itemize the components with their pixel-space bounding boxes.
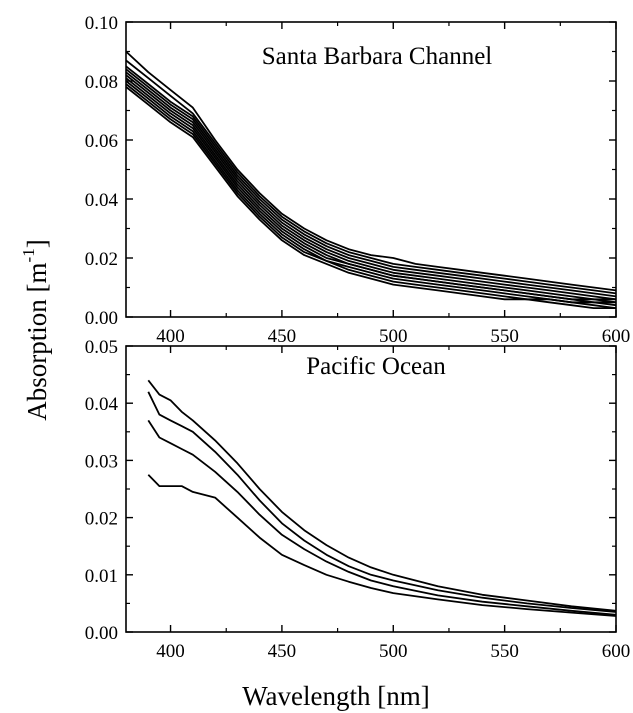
y-tick-label: 0.00 — [85, 308, 118, 329]
x-tick-label: 400 — [156, 326, 185, 347]
y-tick-label: 0.00 — [85, 623, 118, 644]
series-line — [126, 68, 616, 301]
y-tick-label: 0.02 — [85, 509, 118, 530]
x-tick-label: 500 — [379, 326, 408, 347]
y-axis-title-main: Absorption [m — [22, 262, 52, 420]
series-line — [126, 83, 616, 309]
y-tick-label: 0.08 — [85, 72, 118, 93]
x-tick-label: 600 — [602, 326, 631, 347]
y-tick-label: 0.04 — [85, 394, 119, 415]
x-tick-label: 450 — [268, 326, 297, 347]
series-line — [126, 77, 616, 304]
series-line — [126, 74, 616, 304]
y-axis-title-close: ] — [22, 239, 52, 248]
y-axis-title-group: Absorption [m-1] — [19, 239, 52, 420]
y-tick-label: 0.04 — [85, 190, 119, 211]
series-line — [126, 86, 616, 310]
y-tick-label: 0.02 — [85, 249, 118, 270]
series-line — [126, 80, 616, 307]
x-tick-label: 550 — [490, 326, 519, 347]
x-tick-label: 600 — [602, 641, 631, 662]
y-axis-title: Absorption [m-1] — [19, 239, 52, 420]
series-line — [147, 391, 616, 613]
y-tick-label: 0.05 — [85, 337, 118, 358]
y-tick-label: 0.10 — [85, 13, 118, 34]
series-line — [147, 419, 616, 616]
panel-title: Santa Barbara Channel — [262, 43, 493, 70]
x-axis-title: Wavelength [nm] — [242, 681, 430, 711]
series-line — [147, 474, 616, 617]
x-tick-label: 450 — [268, 641, 297, 662]
series-line — [126, 59, 616, 295]
y-tick-label: 0.01 — [85, 566, 118, 587]
series-line — [126, 65, 616, 298]
plot-frame — [125, 345, 617, 633]
series-line — [147, 379, 616, 612]
series-line — [126, 71, 616, 301]
panel-title: Pacific Ocean — [306, 353, 446, 380]
santa-barbara-panel: 0.00 0.02 0.04 0.06 0.08 0.10 400 450 500 550 600 S… — [85, 13, 631, 347]
pacific-ocean-panel: 0.00 0.01 0.02 0.03 0.04 0.05 400 450 500 550 600 P… — [85, 337, 631, 662]
y-tick-label: 0.06 — [85, 131, 118, 152]
series-line — [126, 50, 616, 292]
y-axis-title-superscript: -1 — [19, 248, 38, 262]
x-tick-label: 400 — [156, 641, 185, 662]
y-tick-label: 0.03 — [85, 451, 118, 472]
x-tick-label: 500 — [379, 641, 408, 662]
x-tick-label: 550 — [490, 641, 519, 662]
